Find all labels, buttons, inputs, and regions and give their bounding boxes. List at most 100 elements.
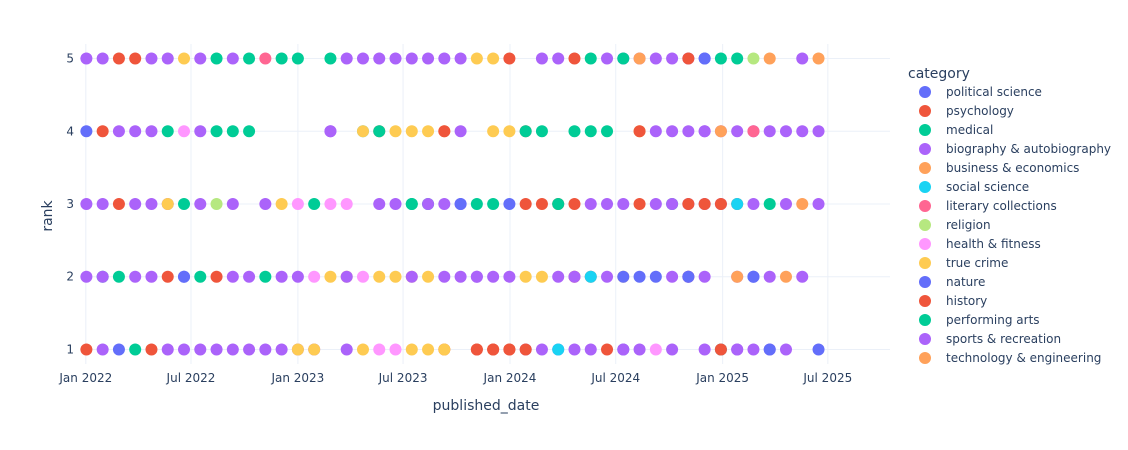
data-point[interactable]	[666, 198, 679, 210]
data-point[interactable]	[324, 52, 337, 65]
data-point[interactable]	[178, 343, 191, 356]
data-point[interactable]	[291, 343, 304, 356]
data-point[interactable]	[666, 52, 679, 65]
data-point[interactable]	[178, 125, 191, 138]
legend-item[interactable]: medical	[919, 123, 993, 137]
data-point[interactable]	[291, 270, 304, 283]
data-point[interactable]	[340, 198, 353, 210]
data-point[interactable]	[389, 125, 402, 138]
data-point[interactable]	[389, 198, 402, 210]
data-point[interactable]	[438, 343, 451, 356]
data-point[interactable]	[210, 343, 223, 356]
data-point[interactable]	[324, 125, 337, 138]
data-point[interactable]	[487, 343, 500, 356]
data-point[interactable]	[535, 343, 548, 356]
data-point[interactable]	[356, 52, 369, 65]
data-point[interactable]	[112, 52, 125, 65]
data-point[interactable]	[405, 198, 418, 210]
data-point[interactable]	[275, 270, 288, 283]
data-point[interactable]	[552, 270, 565, 283]
data-point[interactable]	[308, 343, 321, 356]
data-point[interactable]	[340, 52, 353, 65]
legend-item[interactable]: nature	[919, 275, 985, 289]
data-point[interactable]	[356, 125, 369, 138]
data-point[interactable]	[194, 270, 207, 283]
data-point[interactable]	[324, 198, 337, 210]
data-point[interactable]	[568, 198, 581, 210]
data-point[interactable]	[796, 125, 809, 138]
data-point[interactable]	[503, 343, 516, 356]
data-point[interactable]	[519, 198, 532, 210]
data-point[interactable]	[601, 198, 614, 210]
data-point[interactable]	[568, 125, 581, 138]
data-point[interactable]	[129, 198, 142, 210]
data-point[interactable]	[812, 125, 825, 138]
data-point[interactable]	[796, 52, 809, 65]
data-point[interactable]	[324, 270, 337, 283]
data-point[interactable]	[796, 270, 809, 283]
data-point[interactable]	[584, 198, 597, 210]
legend-item[interactable]: sports & recreation	[919, 332, 1061, 346]
data-point[interactable]	[226, 343, 239, 356]
data-point[interactable]	[666, 343, 679, 356]
data-point[interactable]	[584, 270, 597, 283]
data-point[interactable]	[308, 270, 321, 283]
data-point[interactable]	[747, 52, 760, 65]
data-point[interactable]	[763, 198, 776, 210]
data-point[interactable]	[470, 198, 483, 210]
data-point[interactable]	[584, 125, 597, 138]
data-point[interactable]	[503, 198, 516, 210]
data-point[interactable]	[503, 270, 516, 283]
data-point[interactable]	[112, 198, 125, 210]
data-point[interactable]	[194, 125, 207, 138]
data-point[interactable]	[714, 125, 727, 138]
data-point[interactable]	[291, 198, 304, 210]
data-point[interactable]	[243, 343, 256, 356]
data-point[interactable]	[96, 343, 109, 356]
data-point[interactable]	[552, 52, 565, 65]
data-point[interactable]	[649, 198, 662, 210]
data-point[interactable]	[714, 343, 727, 356]
data-point[interactable]	[568, 270, 581, 283]
legend-item[interactable]: performing arts	[919, 313, 1040, 327]
data-point[interactable]	[601, 52, 614, 65]
data-point[interactable]	[226, 125, 239, 138]
data-point[interactable]	[112, 343, 125, 356]
data-point[interactable]	[470, 270, 483, 283]
data-point[interactable]	[112, 270, 125, 283]
data-point[interactable]	[145, 270, 158, 283]
data-point[interactable]	[226, 52, 239, 65]
data-point[interactable]	[405, 125, 418, 138]
data-point[interactable]	[373, 125, 386, 138]
data-point[interactable]	[714, 198, 727, 210]
data-point[interactable]	[259, 343, 272, 356]
data-point[interactable]	[503, 52, 516, 65]
data-point[interactable]	[373, 343, 386, 356]
data-point[interactable]	[698, 343, 711, 356]
data-point[interactable]	[405, 343, 418, 356]
legend-item[interactable]: political science	[919, 85, 1042, 99]
data-point[interactable]	[779, 198, 792, 210]
data-point[interactable]	[747, 270, 760, 283]
data-point[interactable]	[682, 198, 695, 210]
data-point[interactable]	[633, 52, 646, 65]
data-point[interactable]	[698, 52, 711, 65]
data-point[interactable]	[405, 270, 418, 283]
data-point[interactable]	[714, 52, 727, 65]
data-point[interactable]	[601, 125, 614, 138]
data-point[interactable]	[779, 270, 792, 283]
data-point[interactable]	[389, 52, 402, 65]
data-point[interactable]	[763, 52, 776, 65]
data-point[interactable]	[552, 343, 565, 356]
data-point[interactable]	[633, 343, 646, 356]
data-point[interactable]	[649, 343, 662, 356]
data-point[interactable]	[275, 52, 288, 65]
data-point[interactable]	[552, 198, 565, 210]
data-point[interactable]	[617, 198, 630, 210]
data-point[interactable]	[731, 343, 744, 356]
data-point[interactable]	[96, 270, 109, 283]
data-point[interactable]	[747, 343, 760, 356]
data-point[interactable]	[259, 198, 272, 210]
data-point[interactable]	[80, 52, 93, 65]
data-point[interactable]	[454, 198, 467, 210]
